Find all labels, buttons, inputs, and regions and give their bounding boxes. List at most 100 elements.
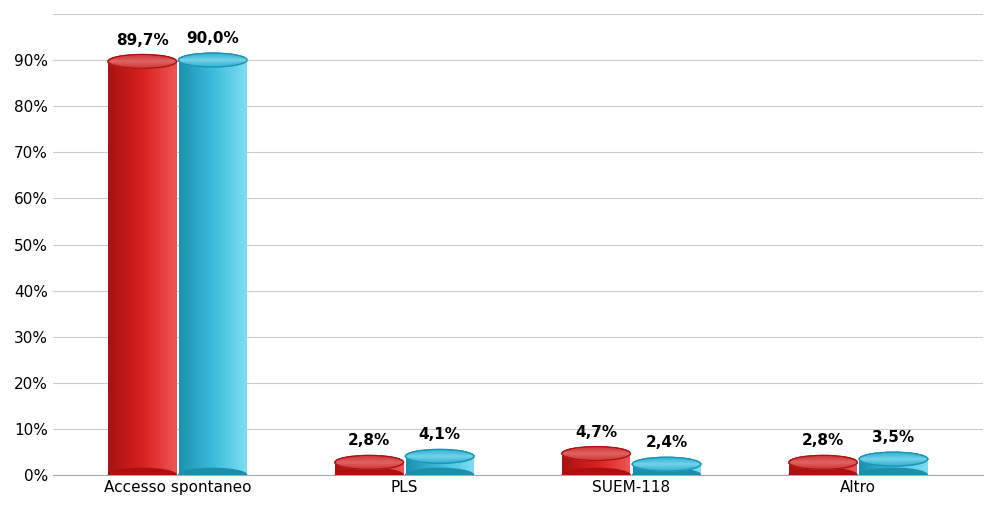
Bar <box>386 462 388 475</box>
Bar <box>593 454 594 475</box>
Bar <box>166 62 167 475</box>
Bar <box>372 462 373 475</box>
Ellipse shape <box>178 55 247 65</box>
Bar <box>700 464 701 475</box>
Ellipse shape <box>789 458 857 467</box>
Bar <box>881 459 882 475</box>
Ellipse shape <box>859 459 927 460</box>
Ellipse shape <box>109 61 176 62</box>
Bar <box>843 462 844 475</box>
Bar <box>916 459 917 475</box>
Bar <box>696 464 698 475</box>
Ellipse shape <box>406 453 474 460</box>
Ellipse shape <box>335 461 404 464</box>
Bar <box>406 457 407 475</box>
Bar <box>343 462 345 475</box>
Bar <box>577 454 578 475</box>
Bar <box>574 454 576 475</box>
Ellipse shape <box>789 459 857 465</box>
Bar <box>192 60 193 475</box>
Ellipse shape <box>562 448 630 459</box>
Ellipse shape <box>859 454 927 465</box>
Ellipse shape <box>859 452 927 466</box>
Ellipse shape <box>632 462 701 467</box>
Ellipse shape <box>632 468 701 482</box>
Bar <box>460 457 462 475</box>
Bar <box>865 459 866 475</box>
Ellipse shape <box>562 447 630 460</box>
Bar <box>915 459 916 475</box>
Bar <box>155 62 157 475</box>
Ellipse shape <box>178 54 247 66</box>
Ellipse shape <box>109 60 176 63</box>
Bar <box>795 462 797 475</box>
Bar <box>219 60 221 475</box>
Bar <box>153 62 154 475</box>
Ellipse shape <box>406 453 474 460</box>
Bar <box>672 464 674 475</box>
Bar <box>446 457 447 475</box>
Bar <box>807 462 808 475</box>
Bar <box>168 62 169 475</box>
Bar <box>114 62 116 475</box>
Ellipse shape <box>562 449 630 458</box>
Ellipse shape <box>789 462 857 463</box>
Ellipse shape <box>859 453 927 465</box>
Bar <box>847 462 848 475</box>
Bar <box>564 454 566 475</box>
Ellipse shape <box>335 456 404 469</box>
Bar <box>815 462 816 475</box>
Bar <box>793 462 794 475</box>
Ellipse shape <box>109 60 176 63</box>
Bar <box>376 462 378 475</box>
Bar <box>826 462 827 475</box>
Ellipse shape <box>406 451 474 462</box>
Bar <box>654 464 655 475</box>
Bar <box>883 459 884 475</box>
Ellipse shape <box>109 58 176 65</box>
Bar <box>383 462 384 475</box>
Bar <box>792 462 793 475</box>
Ellipse shape <box>789 456 857 469</box>
Ellipse shape <box>178 55 247 65</box>
Bar <box>656 464 658 475</box>
Bar <box>905 459 906 475</box>
Ellipse shape <box>859 453 927 465</box>
Bar <box>115 62 117 475</box>
Bar <box>169 62 170 475</box>
Ellipse shape <box>335 458 404 467</box>
Bar <box>110 62 111 475</box>
Bar <box>204 60 206 475</box>
Bar <box>216 60 217 475</box>
Ellipse shape <box>406 455 474 458</box>
Bar <box>611 454 612 475</box>
Bar <box>425 457 427 475</box>
Bar <box>149 62 150 475</box>
Ellipse shape <box>789 459 857 466</box>
Bar <box>828 462 830 475</box>
Bar <box>418 457 420 475</box>
Bar <box>893 459 895 475</box>
Bar <box>143 62 144 475</box>
Bar <box>808 462 809 475</box>
Bar <box>850 462 851 475</box>
Bar <box>221 60 223 475</box>
Bar <box>214 60 215 475</box>
Bar <box>645 464 646 475</box>
Ellipse shape <box>859 456 927 463</box>
Bar <box>127 62 128 475</box>
Bar <box>586 454 587 475</box>
Bar <box>629 454 630 475</box>
Ellipse shape <box>859 459 927 460</box>
Bar <box>809 462 810 475</box>
Bar <box>908 459 909 475</box>
Ellipse shape <box>859 468 927 482</box>
Bar <box>845 462 847 475</box>
Bar <box>882 459 883 475</box>
Bar <box>466 457 468 475</box>
Bar <box>427 457 429 475</box>
Bar <box>821 462 823 475</box>
Bar <box>335 462 337 475</box>
Bar <box>207 60 208 475</box>
Bar <box>669 464 670 475</box>
